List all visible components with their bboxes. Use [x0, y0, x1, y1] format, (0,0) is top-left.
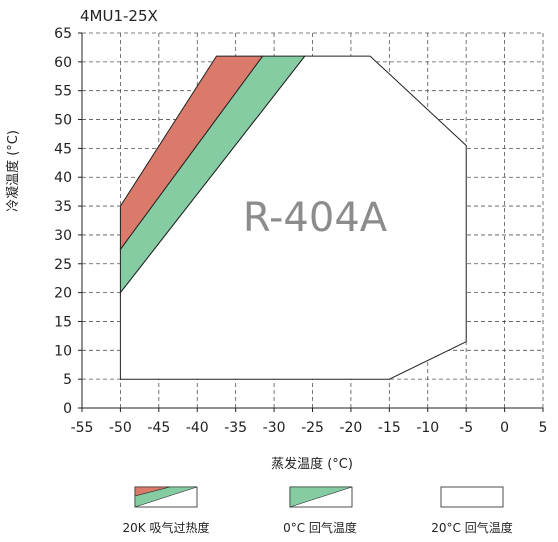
legend-swatch-0c-green — [289, 486, 353, 508]
x-tick-label: -55 — [71, 420, 94, 436]
y-tick-label: 45 — [54, 141, 72, 157]
y-tick-label: 5 — [63, 372, 72, 388]
x-tick-label: -15 — [378, 420, 401, 436]
axes — [78, 32, 544, 412]
y-tick-label: 25 — [54, 257, 72, 273]
x-tick-label: -5 — [459, 420, 473, 436]
x-tick-label: -10 — [416, 420, 439, 436]
legend-swatch-superheat-green — [134, 486, 198, 508]
envelope-areas — [119, 55, 467, 380]
y-tick-label: 50 — [54, 113, 72, 129]
legend-swatch-20c — [440, 486, 504, 508]
x-tick-label: -25 — [301, 420, 324, 436]
y-tick-label: 10 — [54, 343, 72, 359]
x-tick-label: 0 — [500, 420, 509, 436]
y-tick-label: 60 — [54, 55, 72, 71]
x-tick-label: 5 — [539, 420, 548, 436]
y-tick-label: 30 — [54, 228, 72, 244]
x-tick-label: -20 — [339, 420, 362, 436]
chart-title: 4MU1-25X — [80, 7, 158, 25]
legend-item-0c: 0°C 回气温度 — [283, 486, 357, 535]
y-tick-label: 55 — [54, 84, 72, 100]
x-axis-label: 蒸发温度 (°C) — [271, 456, 353, 472]
legend-item-20c: 20°C 回气温度 — [431, 486, 513, 535]
x-tick-label: -30 — [263, 420, 286, 436]
x-tick-label: -35 — [224, 420, 247, 436]
legend: 20K 吸气过热度 0°C 回气温度 20°C 回气温度 — [123, 486, 513, 535]
x-tick-label: -40 — [186, 420, 209, 436]
envelope-area-0 — [119, 55, 264, 251]
x-tick-labels: -55 -50 -45 -40 -35 -30 -25 -20 -15 -10 -5 0 5 — [71, 420, 548, 436]
x-tick-label: -50 — [109, 420, 132, 436]
legend-label-20c: 20°C 回气温度 — [431, 520, 512, 535]
y-tick-label: 15 — [54, 314, 72, 330]
y-tick-label: 0 — [63, 401, 72, 417]
y-tick-label: 65 — [54, 26, 72, 42]
y-tick-labels: 0 5 10 15 20 25 30 35 40 45 50 55 60 65 — [54, 26, 72, 417]
legend-label-superheat: 20K 吸气过热度 — [123, 520, 210, 535]
legend-item-superheat: 20K 吸气过热度 — [123, 486, 210, 535]
legend-label-0c: 0°C 回气温度 — [283, 520, 357, 535]
refrigerant-label: R-404A — [243, 195, 388, 241]
x-tick-label: -45 — [147, 420, 170, 436]
y-axis-label: 冷凝温度 (°C) — [5, 130, 21, 212]
y-tick-label: 35 — [54, 199, 72, 215]
y-tick-label: 40 — [54, 170, 72, 186]
y-tick-label: 20 — [54, 286, 72, 302]
